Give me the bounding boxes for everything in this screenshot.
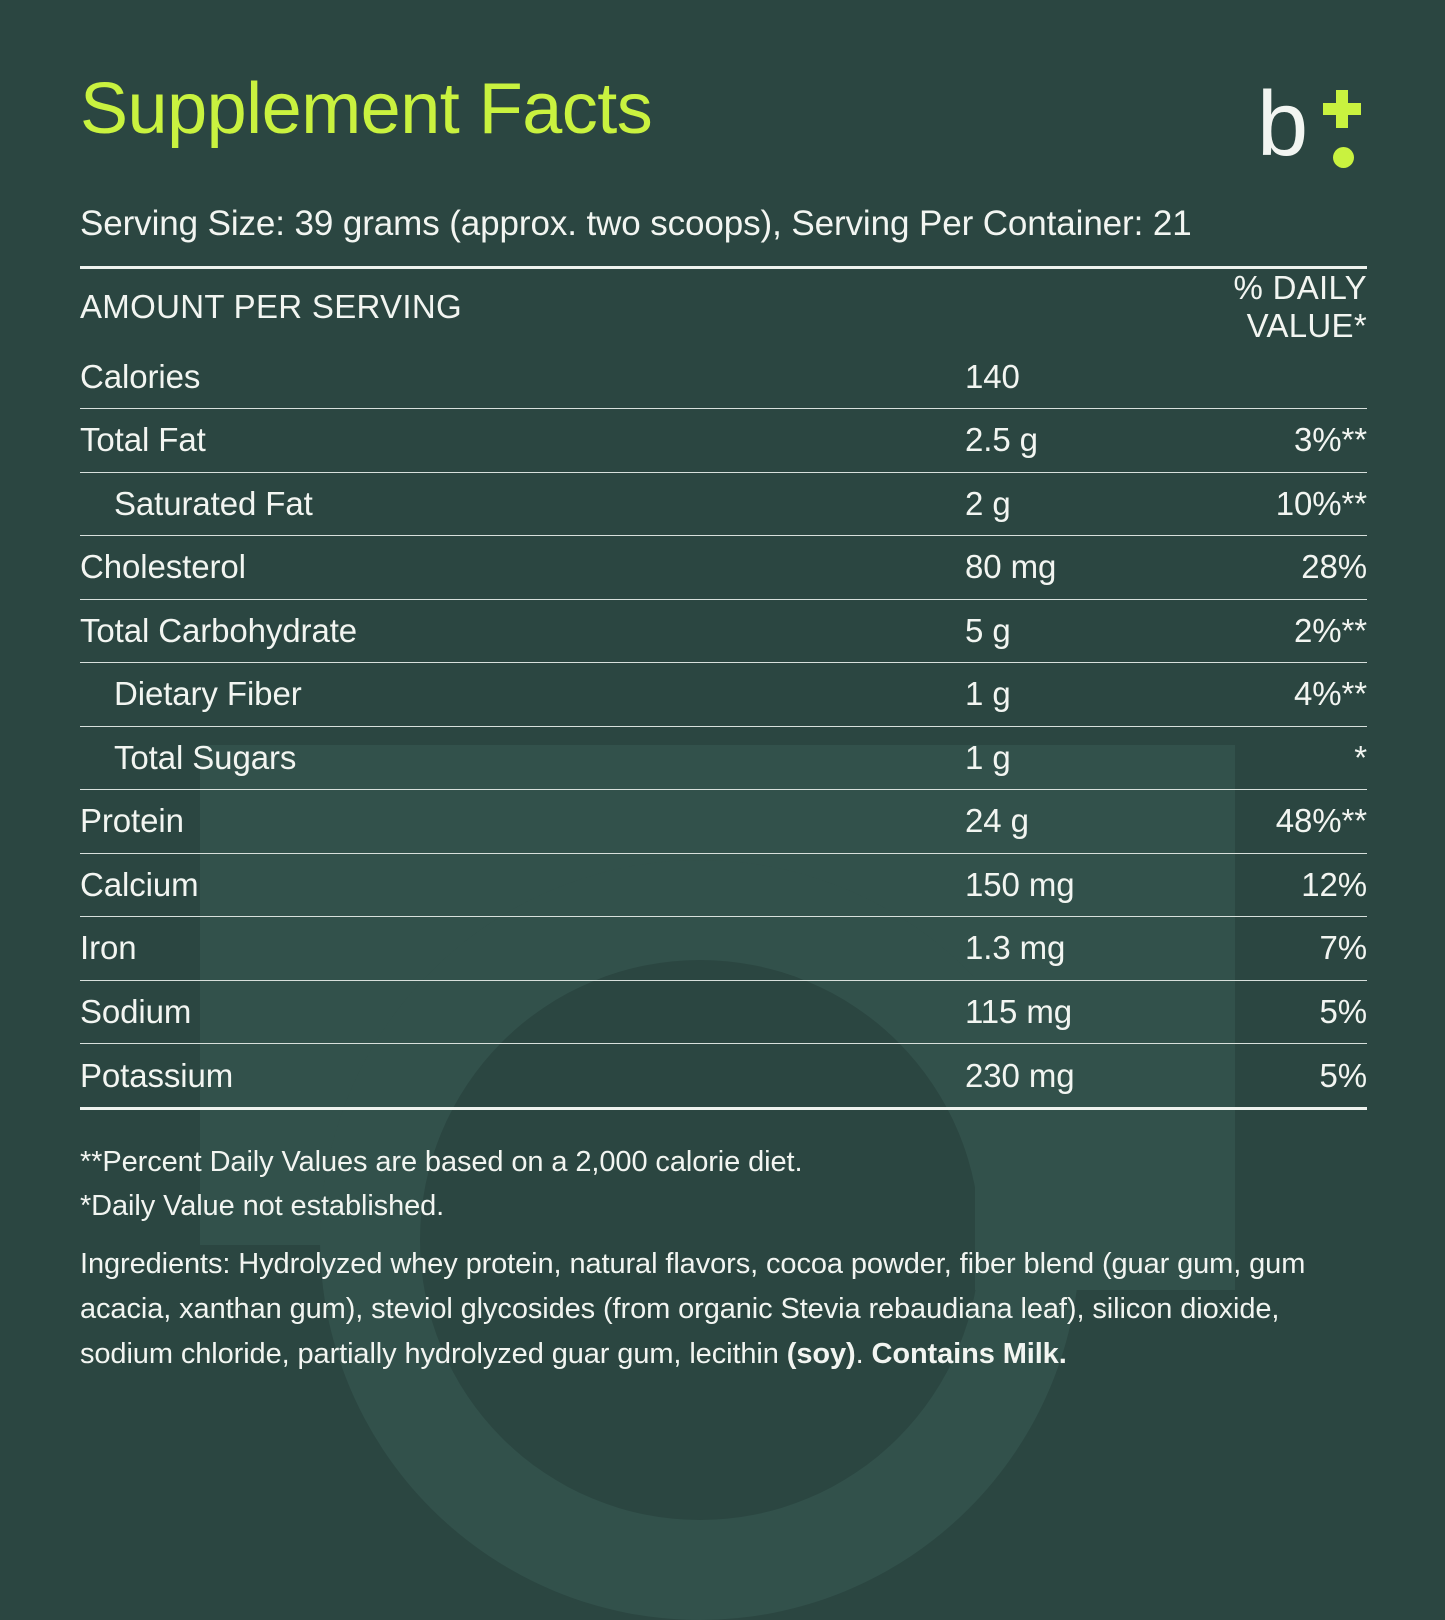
nutrient-name: Iron: [80, 916, 965, 980]
nutrient-daily-value: [1177, 345, 1367, 409]
nutrient-name: Total Sugars: [80, 725, 965, 790]
nutrient-amount: 150 mg: [965, 852, 1177, 917]
nutrient-daily-value: 2%**: [1177, 598, 1367, 663]
nutrient-daily-value: 12%: [1177, 852, 1367, 917]
footnote-daily-value-not-established: *Daily Value not established.: [80, 1190, 445, 1223]
page-title: Supplement Facts: [80, 69, 653, 149]
nutrient-name: Cholesterol: [80, 535, 965, 599]
serving-size-line: Serving Size: 39 grams (approx. two scoo…: [80, 204, 1192, 243]
nutrient-daily-value: 48%**: [1177, 789, 1367, 853]
nutrient-daily-value: 28%: [1177, 535, 1367, 599]
nutrient-amount: 140: [965, 357, 1020, 395]
column-header-amount: [965, 269, 1177, 345]
table-top-rule: [80, 266, 1367, 269]
nutrient-name: Total Carbohydrate: [80, 598, 965, 663]
nutrient-name: Protein: [80, 789, 965, 853]
supplement-facts-panel: Supplement Facts b Serving Size: 39 gram…: [80, 69, 1367, 1377]
table-bottom-rule: [80, 1107, 1367, 1110]
table-row: Potassium 230 mg 5%: [80, 1043, 1367, 1107]
ingredients-paragraph: Ingredients: Hydrolyzed whey protein, na…: [80, 1242, 1367, 1377]
table-row: Sodium 115 mg 5%: [80, 979, 1367, 1044]
table-row: Protein 24 g 48%**: [80, 789, 1367, 853]
nutrient-daily-value: 5%: [1177, 1043, 1367, 1107]
nutrient-daily-value: *: [1177, 725, 1367, 790]
nutrient-amount: 80 mg: [965, 535, 1177, 599]
nutrient-amount: 5 g: [965, 598, 1177, 663]
nutrient-daily-value: 5%: [1177, 979, 1367, 1044]
column-header-amount-per-serving: AMOUNT PER SERVING: [80, 288, 462, 325]
nutrient-name: Total Fat: [80, 408, 965, 472]
nutrient-amount: 115 mg: [965, 979, 1177, 1044]
table-row: Total Sugars 1 g *: [80, 725, 1367, 790]
table-row: Cholesterol 80 mg 28%: [80, 535, 1367, 599]
nutrient-name: Calcium: [80, 852, 965, 917]
nutrient-name: Potassium: [80, 1043, 965, 1107]
table-row: Total Fat 2.5 g 3%**: [80, 408, 1367, 472]
nutrient-daily-value: 10%**: [1177, 471, 1367, 536]
logo-letter-b: b: [1257, 73, 1309, 175]
nutrient-amount: 2 g: [965, 471, 1177, 536]
allergen-milk: Contains Milk.: [871, 1338, 1067, 1371]
nutrient-amount: 230 mg: [965, 1043, 1177, 1107]
nutrient-daily-value: 3%**: [1177, 408, 1367, 472]
table-row: Calories 140: [80, 345, 1367, 409]
nutrient-daily-value: 7%: [1177, 916, 1367, 980]
table-header-row: AMOUNT PER SERVING % DAILY VALUE*: [80, 269, 1367, 345]
nutrient-amount: 1.3 mg: [965, 916, 1177, 980]
footnotes: **Percent Daily Values are based on a 2,…: [80, 1140, 1367, 1377]
allergen-soy: (soy): [786, 1338, 856, 1371]
header: Supplement Facts b: [80, 69, 1367, 175]
nutrient-amount: 24 g: [965, 789, 1177, 853]
plus-icon: [1323, 90, 1361, 128]
nutrition-table-body: Calories 140 Total Fat 2.5 g 3%** Satura…: [80, 345, 1367, 1107]
nutrient-name: Sodium: [80, 979, 965, 1044]
table-row: Total Carbohydrate 5 g 2%**: [80, 598, 1367, 663]
table-row: Dietary Fiber 1 g 4%**: [80, 662, 1367, 726]
footnote-percent-daily-values: **Percent Daily Values are based on a 2,…: [80, 1146, 803, 1178]
nutrient-name: Dietary Fiber: [80, 662, 965, 726]
nutrient-name: Saturated Fat: [80, 471, 965, 536]
nutrient-amount: 2.5 g: [965, 408, 1177, 472]
table-row: Calcium 150 mg 12%: [80, 852, 1367, 917]
ingredients-body: Ingredients: Hydrolyzed whey protein, na…: [80, 1248, 1306, 1371]
nutrient-daily-value: 4%**: [1177, 662, 1367, 726]
ingredients-separator: .: [855, 1338, 872, 1371]
dot-icon: [1333, 147, 1354, 168]
nutrient-name: Calories: [80, 357, 201, 395]
nutrient-amount: 1 g: [965, 662, 1177, 726]
column-header-daily-value: % DAILY VALUE*: [1233, 269, 1367, 344]
table-row: Iron 1.3 mg 7%: [80, 916, 1367, 980]
nutrient-amount: 1 g: [965, 725, 1177, 790]
brand-logo: b: [1257, 73, 1367, 175]
nutrition-table: AMOUNT PER SERVING % DAILY VALUE* Calori…: [80, 269, 1367, 1107]
table-row: Saturated Fat 2 g 10%**: [80, 471, 1367, 536]
